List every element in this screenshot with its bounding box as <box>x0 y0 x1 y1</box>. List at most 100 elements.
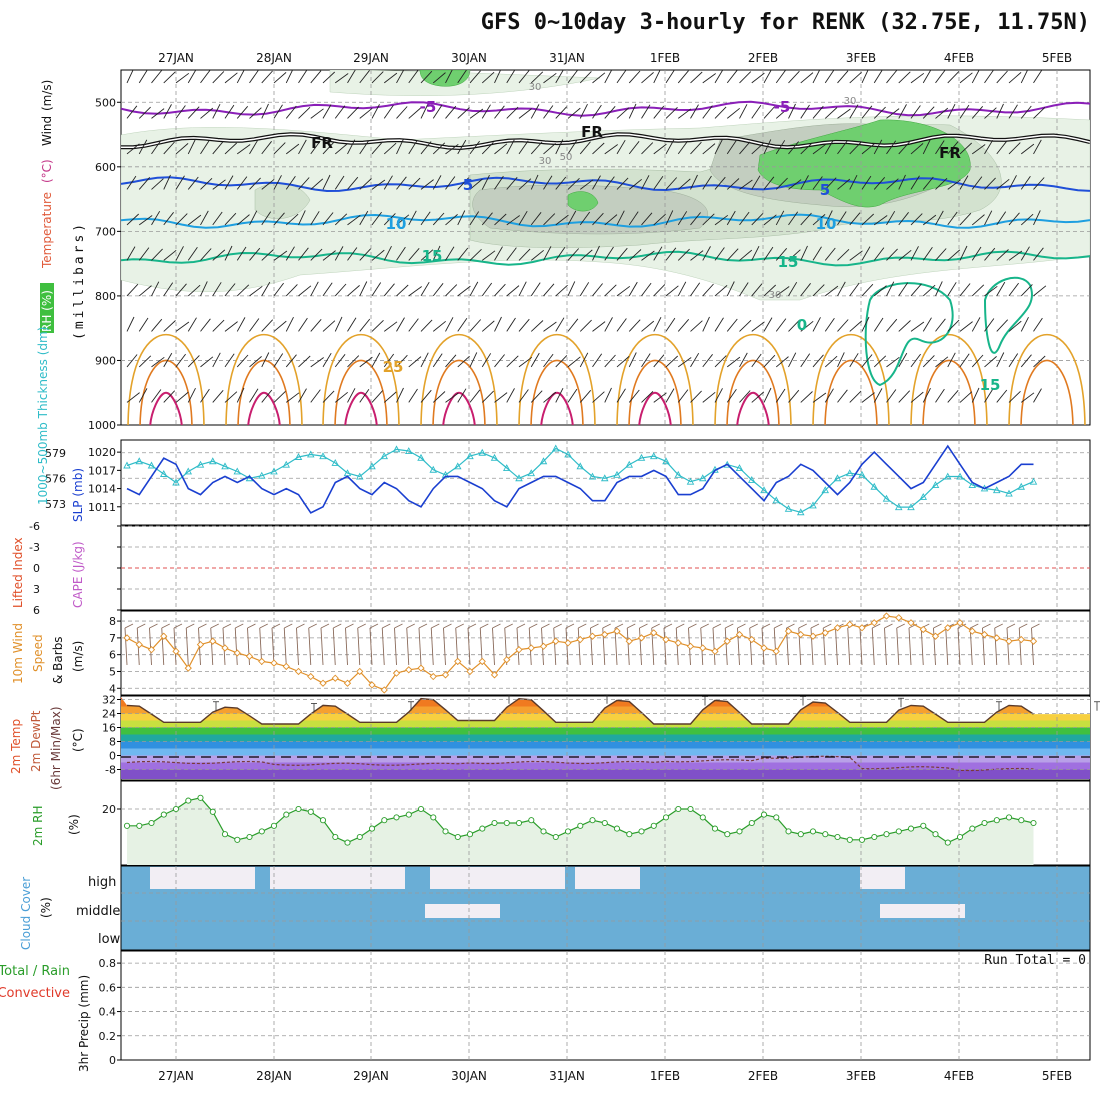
thickness-tick-label: 576 <box>45 472 66 485</box>
wind-barb <box>543 175 553 190</box>
thickness-marker <box>184 467 193 475</box>
wind-speed-marker <box>184 664 192 672</box>
thickness-marker <box>649 452 658 460</box>
surface-wind-barb-flag <box>320 623 330 629</box>
rh-marker <box>405 811 412 818</box>
slp-tick-label: 1017 <box>88 464 116 477</box>
thickness-marker <box>894 503 903 511</box>
wind-speed-marker <box>931 632 940 640</box>
rh-marker <box>687 805 694 813</box>
wind-barb <box>996 211 1007 226</box>
wind-barb <box>996 178 1010 190</box>
contour-label: FR <box>939 144 961 162</box>
wind-barb <box>163 174 171 190</box>
wind-barb <box>604 246 614 261</box>
wind-barb <box>555 247 566 261</box>
wind-barb <box>861 354 873 368</box>
surface-wind-barb-flag <box>651 623 660 629</box>
rh-marker <box>932 831 939 838</box>
wind-barb <box>837 248 850 261</box>
surface-wind-barb <box>896 627 900 666</box>
wind-barb <box>212 319 225 332</box>
wind-barb <box>984 177 996 190</box>
wind-barb <box>555 387 564 403</box>
wind-barb <box>739 141 751 155</box>
wind-barb <box>616 177 629 190</box>
surface-wind-barb-flag <box>541 623 550 629</box>
wind-speed-marker <box>160 632 168 640</box>
lifted-index-label: Lifted Index <box>11 537 25 608</box>
rh-marker <box>417 805 425 813</box>
wind-barb <box>984 318 995 332</box>
isotherm-15 <box>121 250 1090 267</box>
thickness-marker <box>453 462 462 470</box>
wind-barb <box>347 388 356 403</box>
contour-label: 50 <box>560 152 573 163</box>
wind-barb <box>628 141 640 155</box>
wind-barb <box>971 387 980 403</box>
wind-barb <box>469 248 482 261</box>
wind-barb <box>1033 317 1043 332</box>
wind-barb <box>518 248 531 261</box>
wind-barb <box>910 246 919 261</box>
wind-speed-marker <box>723 637 731 645</box>
surface-wind-barb <box>1018 627 1022 666</box>
wind-barb <box>359 389 370 403</box>
wind-barb <box>641 390 654 403</box>
wind-barb <box>849 353 859 368</box>
wind-barb <box>359 248 372 261</box>
surface-wind-barb-flag <box>173 623 183 629</box>
axis-tick-label: 700 <box>95 225 116 238</box>
surface-wind-barb-flag <box>124 623 134 629</box>
wind-barb <box>1020 246 1030 261</box>
wind-barb <box>739 71 752 84</box>
low-level-contour <box>344 391 378 425</box>
rh-marker <box>209 808 216 815</box>
wind-barb <box>616 107 630 119</box>
wind-speed-marker <box>699 644 707 652</box>
surface-wind-barb-flag <box>443 623 452 629</box>
wind-barb <box>432 175 442 190</box>
wind-barb <box>653 284 666 297</box>
rh-marker <box>883 831 890 838</box>
wind-speed-marker <box>1005 637 1013 645</box>
wind-barb <box>298 247 309 261</box>
slp-tick-label: 1014 <box>88 483 116 496</box>
surface-wind-barb-flag <box>382 623 391 629</box>
thickness-marker <box>123 461 131 469</box>
wind-barb <box>396 139 404 155</box>
rh-marker <box>650 822 657 829</box>
wind-barb <box>261 389 273 403</box>
wind-speed-marker <box>417 664 425 672</box>
wind-speed-marker <box>907 619 915 627</box>
wind-barb <box>396 106 408 119</box>
surface-wind-barb-flag <box>1006 623 1016 629</box>
date-label-top: 29JAN <box>353 51 389 65</box>
axis-tick-label: 0.2 <box>99 1030 117 1043</box>
temperature-band <box>121 720 1090 728</box>
thickness-marker <box>600 474 609 482</box>
wind-barb <box>922 387 931 403</box>
axis-tick-label: 500 <box>95 96 116 109</box>
rh-marker <box>368 825 376 832</box>
rh-marker <box>454 833 461 841</box>
wind-barb <box>775 140 786 155</box>
wind-barb <box>494 213 507 226</box>
wind-barb <box>322 282 333 297</box>
thickness-marker <box>588 472 597 480</box>
wind-barb <box>726 210 736 226</box>
rh-marker <box>1030 819 1037 827</box>
wind-barb <box>775 286 790 297</box>
wind-barb <box>200 70 211 84</box>
wind-barb <box>873 388 883 403</box>
wind-barb <box>886 281 895 297</box>
wind-barb <box>800 245 808 261</box>
wind-barb <box>445 214 458 226</box>
wind-barb <box>996 352 1005 368</box>
rh-marker <box>748 819 755 827</box>
rh-marker <box>123 822 131 829</box>
wind-barb <box>396 70 405 84</box>
thickness-marker <box>135 457 144 465</box>
wind-barb <box>763 387 772 403</box>
